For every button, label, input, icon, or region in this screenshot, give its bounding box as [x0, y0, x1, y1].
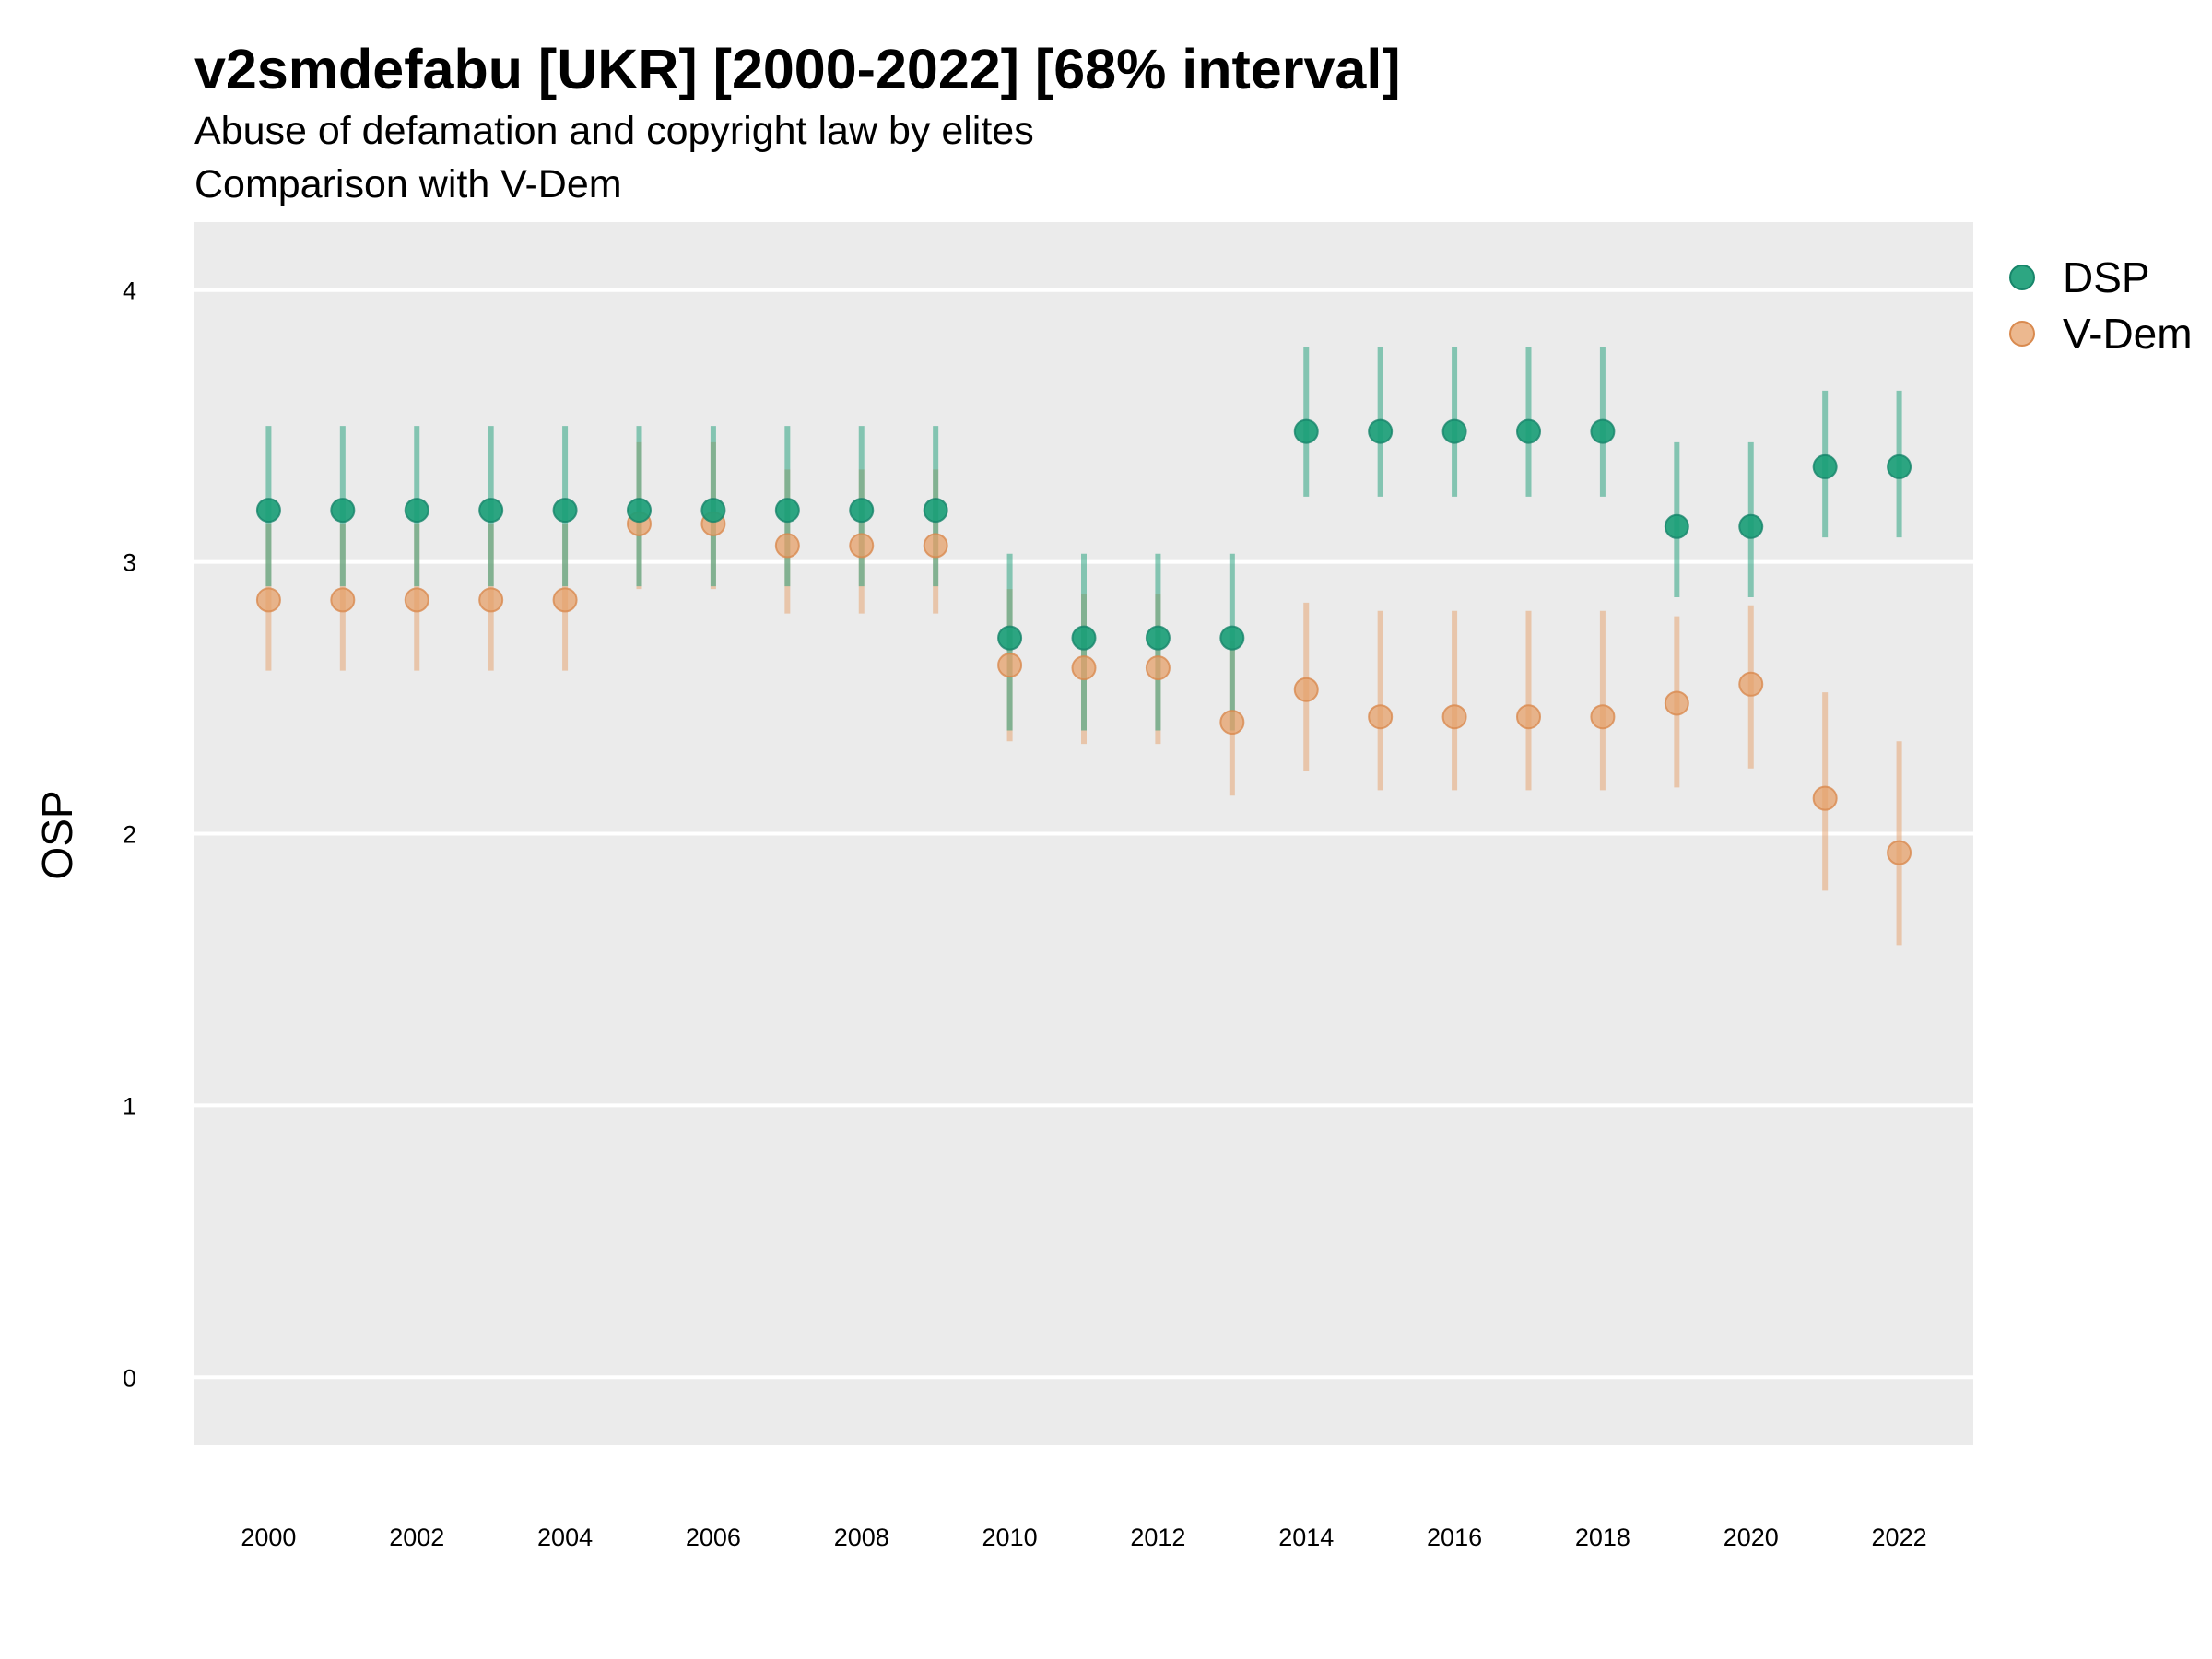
v-dem-point [1887, 840, 1912, 865]
x-tick-label: 2010 [982, 1524, 1038, 1551]
x-tick-label: 2022 [1872, 1524, 1927, 1551]
dsp-point [627, 498, 652, 524]
dsp-point [1664, 513, 1689, 539]
legend-label-dsp: DSP [2063, 253, 2150, 301]
chart-title: v2smdefabu [UKR] [2000-2022] [68% interv… [194, 38, 1401, 100]
x-tick-label: 2006 [686, 1524, 741, 1551]
chart-subtitle-line-2: Comparison with V-Dem [194, 162, 622, 206]
dsp-point [1738, 513, 1764, 539]
dsp-point [404, 498, 429, 524]
legend-key-dsp [2009, 265, 2035, 290]
v-dem-point [1071, 655, 1097, 681]
x-tick-label: 2012 [1130, 1524, 1185, 1551]
v-dem-point [255, 587, 281, 613]
dsp-point [1219, 625, 1245, 651]
y-tick-label: 1 [123, 1092, 136, 1120]
x-tick-label: 2004 [537, 1524, 593, 1551]
dsp-point [700, 498, 726, 524]
dsp-point [255, 498, 281, 524]
dsp-point [849, 498, 875, 524]
v-dem-point [774, 533, 800, 559]
x-tick-label: 2008 [834, 1524, 889, 1551]
v-dem-point [404, 587, 429, 613]
v-dem-point [1516, 704, 1541, 730]
dsp-point [552, 498, 578, 524]
v-dem-point [330, 587, 356, 613]
x-tick-label: 2014 [1278, 1524, 1334, 1551]
dsp-point [997, 625, 1023, 651]
dsp-point [1590, 418, 1616, 444]
v-dem-point [478, 587, 504, 613]
v-dem-point [1664, 690, 1689, 716]
dsp-point [330, 498, 356, 524]
v-dem-point [1145, 655, 1171, 681]
dsp-point [1145, 625, 1171, 651]
dsp-point [923, 498, 948, 524]
y-tick-label: 0 [123, 1364, 136, 1392]
legend-key-v-dem [2009, 321, 2035, 347]
dsp-point [1887, 453, 1912, 479]
v-dem-point [552, 587, 578, 613]
v-dem-point [997, 653, 1023, 678]
v-dem-point [1219, 710, 1245, 735]
v-dem-point [1441, 704, 1467, 730]
data-series [255, 347, 1912, 946]
x-axis-ticks: 2000 2002 2004 2006 2008 2010 2012 2014 2016 2018… [241, 1524, 1926, 1551]
v-dem-point [1812, 785, 1838, 811]
v-dem-point [849, 533, 875, 559]
x-tick-label: 2016 [1427, 1524, 1482, 1551]
v-dem-point [1590, 704, 1616, 730]
y-tick-label: 3 [123, 549, 136, 577]
x-tick-label: 2020 [1724, 1524, 1779, 1551]
dsp-point [1071, 625, 1097, 651]
dsp-point [1516, 418, 1541, 444]
dsp-point [1441, 418, 1467, 444]
dsp-point [478, 498, 504, 524]
y-tick-label: 4 [123, 277, 136, 305]
dsp-point [1812, 453, 1838, 479]
legend-label-v-dem: V-Dem [2063, 310, 2193, 358]
x-tick-label: 2000 [241, 1524, 296, 1551]
x-tick-label: 2018 [1575, 1524, 1630, 1551]
dsp-point [774, 498, 800, 524]
legend: DSP V-Dem [2009, 253, 2193, 358]
y-axis-ticks: 0 1 2 3 4 [123, 277, 136, 1393]
dsp-point [1368, 418, 1394, 444]
x-tick-label: 2002 [389, 1524, 444, 1551]
dsp-point [1293, 418, 1319, 444]
v-dem-point [1368, 704, 1394, 730]
points [255, 418, 1912, 865]
v-dem-point [1738, 671, 1764, 697]
y-tick-label: 2 [123, 821, 136, 849]
chart-subtitle-line-1: Abuse of defamation and copyright law by… [194, 109, 1034, 153]
v-dem-point [1293, 677, 1319, 702]
y-axis-title: OSP [33, 790, 81, 879]
v-dem-point [923, 533, 948, 559]
